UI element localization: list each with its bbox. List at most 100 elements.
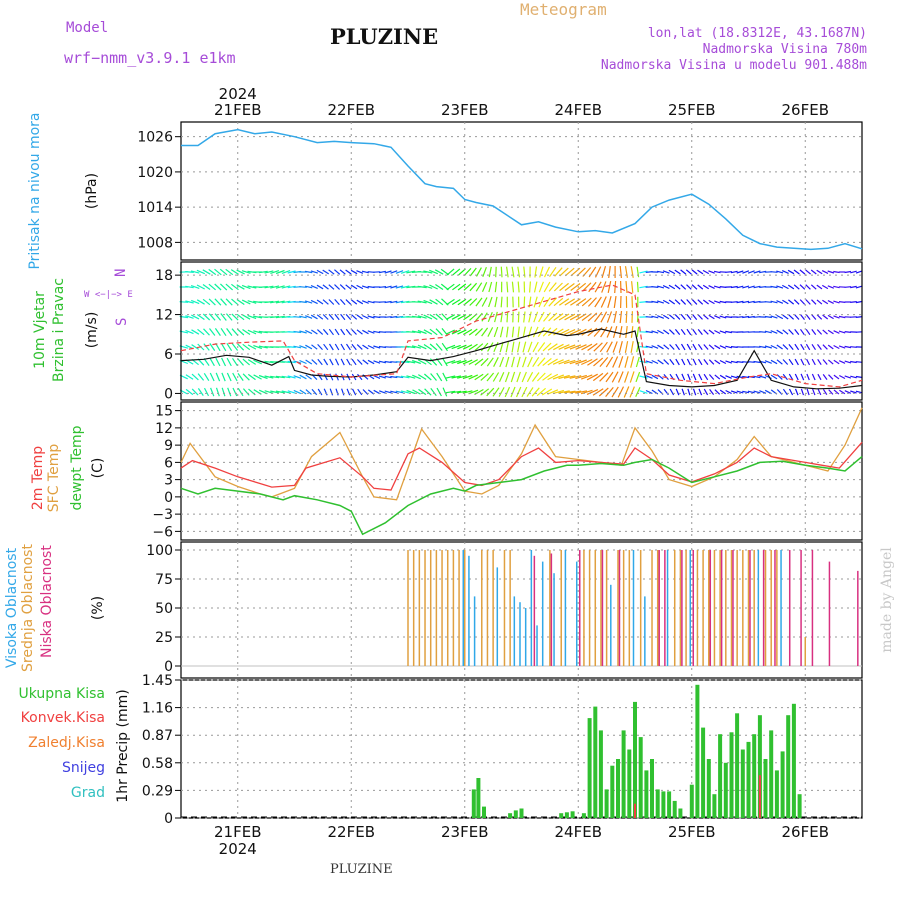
wind-arrow	[446, 283, 455, 291]
wind-arrow	[225, 268, 234, 276]
wind-arrow	[231, 298, 239, 306]
wind-arrow	[547, 343, 558, 351]
wind-arrow	[685, 269, 692, 275]
wind-arrow	[787, 284, 795, 290]
wind-arrow	[242, 358, 250, 366]
wind-arrow	[346, 343, 351, 351]
wind-arrow	[759, 390, 767, 394]
wind-speed-line	[180, 328, 863, 390]
wind-arrow	[451, 314, 461, 320]
wind-arrow	[630, 356, 635, 368]
wind-arrow	[806, 358, 811, 366]
rain-bar	[746, 741, 751, 818]
wind-arrow	[605, 356, 614, 368]
wind-arrow	[322, 269, 330, 275]
wind-arrow	[680, 328, 686, 336]
wind-arrow	[417, 271, 427, 273]
wind-arrow	[552, 359, 564, 365]
wind-arrow	[600, 311, 608, 323]
wind-arrow	[764, 301, 772, 303]
wind-arrow	[833, 374, 840, 380]
wind-arrow	[697, 269, 704, 275]
wind-arrow	[231, 313, 239, 321]
wind-arrow	[805, 299, 811, 305]
wind-arrow	[657, 315, 665, 319]
legend-rain: Ukupna Kisa	[18, 686, 105, 702]
wind-arrow	[725, 316, 733, 318]
wind-arrow	[587, 297, 597, 307]
wind-arrow	[232, 372, 238, 382]
wind-arrow	[788, 314, 795, 320]
rain-bar	[672, 800, 677, 818]
wind-arrow	[543, 266, 551, 278]
wind-arrow	[384, 285, 392, 289]
wind-arrow	[258, 374, 268, 380]
top-day-label: 22FEB	[328, 101, 375, 119]
wind-arrow	[469, 298, 478, 306]
wind-arrow	[675, 343, 680, 351]
meteogram-label: Meteogram	[520, 0, 607, 19]
temp-tick-label: 0	[164, 490, 173, 506]
wind-arrow	[833, 389, 840, 395]
wind-arrow	[714, 359, 721, 365]
wind-arrow	[310, 285, 318, 289]
wind-arrow	[462, 344, 473, 350]
wind-arrow	[822, 329, 828, 335]
wind-arrow	[651, 374, 659, 380]
wind-arrow	[356, 329, 363, 335]
cloud-tick-label: 0	[164, 659, 173, 675]
wind-arrow	[639, 345, 648, 349]
wind-arrow	[674, 329, 681, 335]
wind-arrow	[548, 312, 558, 322]
wind-arrow	[440, 268, 450, 276]
wind-arrow	[635, 371, 641, 383]
wind-arrow	[304, 285, 313, 289]
wind-arrow	[480, 388, 490, 396]
wind-arrow	[406, 375, 416, 379]
wind-arrow	[776, 314, 784, 320]
wind-arrow	[850, 375, 857, 379]
wind-arrow	[339, 284, 346, 290]
wind-arrow	[220, 327, 227, 337]
wind-arrow	[219, 283, 228, 291]
wind-arrow	[395, 285, 404, 289]
wind-arrow	[645, 316, 653, 318]
rain-bar	[476, 778, 481, 818]
wind-arrow	[488, 266, 492, 278]
wind-arrow	[725, 271, 733, 273]
top-day-label: 25FEB	[668, 101, 715, 119]
wind-arrow	[214, 313, 222, 321]
wind-arrow	[697, 358, 703, 366]
wind-arrow	[486, 372, 495, 382]
wind-arrow	[844, 270, 852, 274]
wind-arrow	[237, 387, 244, 397]
wind-arrow	[287, 375, 296, 379]
wind-arrow	[185, 300, 194, 304]
wind-arrow	[208, 283, 216, 291]
wind-arrow	[692, 388, 697, 396]
wind-arrow	[486, 357, 494, 367]
wind-arrow	[764, 345, 772, 349]
wind-arrow	[759, 345, 767, 349]
wind-arrow	[208, 313, 216, 321]
wind-arrow	[730, 360, 738, 364]
precip-tick-label: 0	[164, 811, 173, 827]
wind-arrow	[708, 344, 715, 350]
wind-arrow	[384, 316, 392, 318]
wind-arrow	[776, 344, 783, 350]
wind-arrow	[423, 343, 433, 351]
rain-bar	[644, 770, 649, 818]
wind-arrow	[281, 270, 291, 274]
altitude-label: Nadmorska Visina 780m	[702, 42, 867, 57]
wind-arrow	[346, 388, 351, 396]
wind-arrow	[411, 345, 422, 349]
wind-arrow	[367, 359, 375, 365]
wind-arrow	[323, 373, 328, 381]
wind-arrow	[406, 331, 416, 333]
wind-arrow	[822, 284, 829, 290]
wind-arrow	[799, 314, 805, 320]
wind-arrow	[293, 316, 302, 318]
wind-arrow	[400, 360, 410, 364]
wind-arrow	[400, 375, 410, 379]
wind-arrow	[764, 330, 772, 334]
